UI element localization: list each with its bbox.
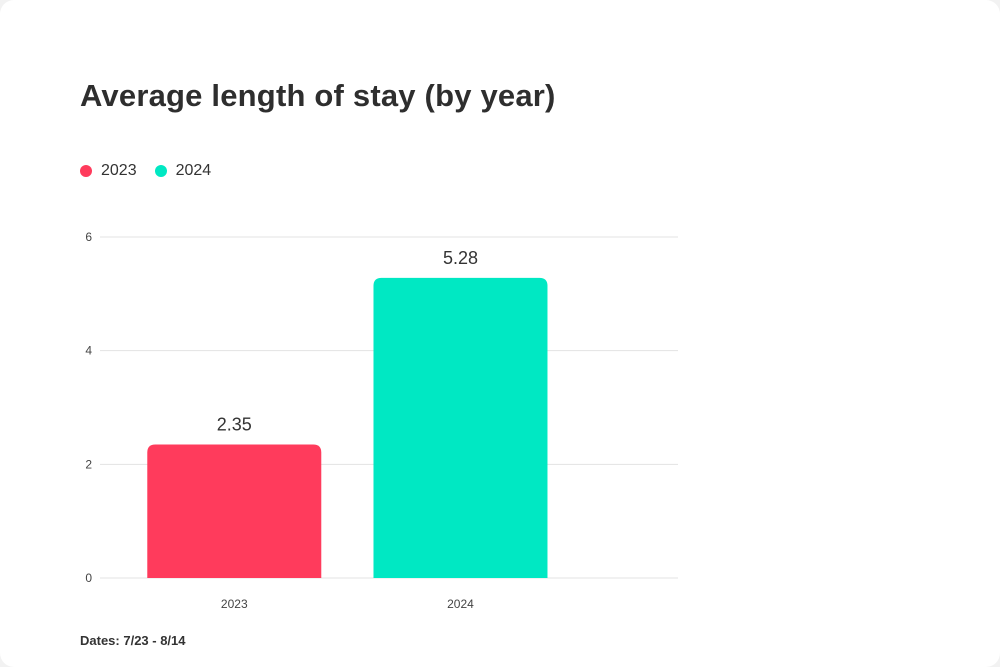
y-tick-label-4: 4 [85, 344, 92, 358]
legend-item-2023[interactable]: 2023 [80, 162, 137, 180]
y-tick-label-6: 6 [85, 230, 92, 244]
y-axis-ticks: 0 2 4 6 [85, 230, 92, 585]
legend-item-2024[interactable]: 2024 [154, 162, 212, 180]
y-tick-label-2: 2 [85, 457, 92, 471]
bars [147, 277, 548, 578]
legend-swatch-2023 [80, 165, 92, 177]
chart-legend: 2023 2024 [80, 162, 229, 180]
bar-2024 [373, 277, 548, 578]
bar-value-label-2023: 2.35 [217, 414, 252, 434]
legend-swatch-2024 [154, 165, 167, 177]
chart-title: Average length of stay (by year) [80, 78, 556, 113]
x-axis-ticks: 2023 2024 [221, 597, 474, 611]
bar-value-label-2024: 5.28 [443, 248, 478, 268]
x-tick-label-2023: 2023 [221, 597, 248, 611]
date-range-footnote: Dates: 7/23 - 8/14 [80, 633, 186, 648]
bar-value-labels: 2.35 5.28 [217, 248, 478, 435]
legend-label-2023: 2023 [101, 162, 137, 179]
bar-2023 [147, 444, 322, 578]
x-tick-label-2024: 2024 [447, 597, 474, 611]
legend-label-2024: 2024 [175, 162, 212, 179]
y-tick-label-0: 0 [85, 571, 92, 585]
